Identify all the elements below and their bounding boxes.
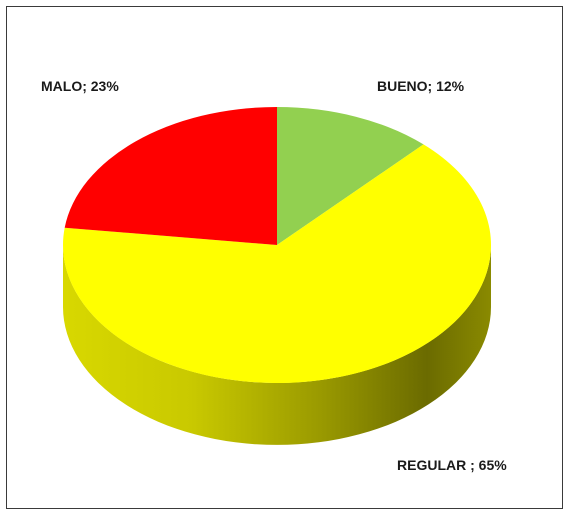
- slice-label-regular: REGULAR ; 65%: [397, 457, 507, 473]
- slice-label-bueno: BUENO; 12%: [377, 78, 465, 94]
- pie-side-regular: [63, 245, 491, 445]
- pie-top-faces: [63, 107, 492, 383]
- pie-slice-bueno: [277, 107, 424, 245]
- pie-slice-regular: [63, 144, 492, 383]
- pie-side-walls: [63, 245, 491, 445]
- pie-slice-malo: [64, 107, 277, 245]
- slice-label-malo: MALO; 23%: [41, 78, 119, 94]
